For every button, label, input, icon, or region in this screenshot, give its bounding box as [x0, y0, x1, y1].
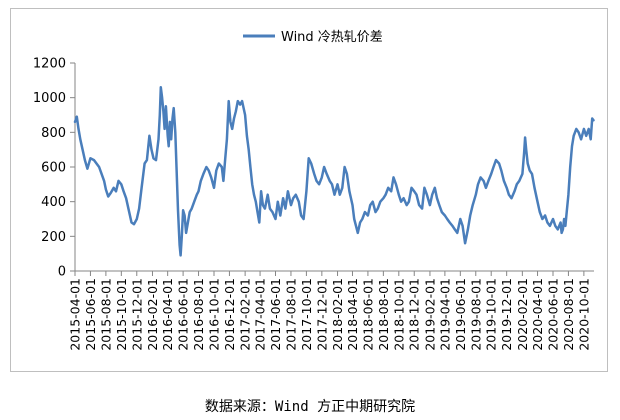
series-layer [73, 86, 595, 257]
source-caption: 数据来源：Wind 方正中期研究院 [204, 399, 416, 415]
x-tick-label: 2015-04-01 [68, 278, 83, 351]
x-tick-label: 2018-02-01 [330, 278, 345, 351]
x-tick-label: 2019-10-01 [484, 278, 499, 351]
x-tick-label: 2016-10-01 [206, 278, 221, 351]
x-tick-label: 2019-06-01 [453, 278, 468, 351]
x-tick-label: 2017-12-01 [314, 278, 329, 351]
x-tick-label: 2016-04-01 [160, 278, 175, 351]
y-axis: 0 200 400 600 800 1000 1200 [33, 57, 76, 280]
y-tick-label: 600 [41, 161, 66, 176]
x-tick-label: 2020-02-01 [515, 278, 530, 351]
x-tick-label: 2018-08-01 [376, 278, 391, 351]
x-tick-label: 2015-10-01 [114, 278, 129, 351]
x-tick-label: 2017-06-01 [268, 278, 283, 351]
y-tick-label: 200 [41, 230, 66, 245]
x-tick-label: 2016-08-01 [191, 278, 206, 351]
x-tick-label: 2015-08-01 [98, 278, 113, 351]
x-tick-label: 2020-08-01 [561, 278, 576, 351]
chart-frame: Wind 冷热轧价差 0 200 400 600 800 1000 1200 2015-04… [10, 8, 608, 372]
legend: Wind 冷热轧价差 [243, 30, 383, 45]
y-tick-label: 800 [41, 126, 66, 141]
x-tick-label: 2019-04-01 [437, 278, 452, 351]
y-tick-label: 1000 [33, 91, 66, 106]
x-tick-label: 2019-02-01 [422, 278, 437, 351]
x-tick-label: 2016-02-01 [145, 278, 160, 351]
legend-label: Wind 冷热轧价差 [281, 30, 383, 45]
x-tick-label: 2020-06-01 [545, 278, 560, 351]
x-tick-label: 2017-10-01 [299, 278, 314, 351]
x-tick-label: 2016-06-01 [176, 278, 191, 351]
x-tick-label: 2017-04-01 [253, 278, 268, 351]
y-tick-label: 400 [41, 195, 66, 210]
x-tick-label: 2018-10-01 [391, 278, 406, 351]
x-tick-label: 2016-12-01 [222, 278, 237, 351]
x-tick-label: 2017-02-01 [238, 278, 253, 351]
x-tick-label: 2015-06-01 [83, 278, 98, 351]
x-tick-label: 2015-12-01 [129, 278, 144, 351]
x-tick-label: 2020-10-01 [576, 278, 591, 351]
y-tick-label: 1200 [33, 57, 66, 72]
x-tick-label: 2020-04-01 [530, 278, 545, 351]
x-tick-label: 2019-08-01 [468, 278, 483, 351]
x-tick-label: 2018-06-01 [360, 278, 375, 351]
x-tick-label: 2017-08-01 [283, 278, 298, 351]
series-line-cold-hot-rolled-spread [73, 86, 595, 257]
y-tick-label: 0 [58, 265, 66, 280]
x-tick-label: 2019-12-01 [499, 278, 514, 351]
x-tick-label: 2018-12-01 [407, 278, 422, 351]
x-axis: 2015-04-01 2015-06-01 2015-08-01 2015-10-01… [68, 270, 594, 351]
x-tick-label: 2018-04-01 [345, 278, 360, 351]
line-chart: Wind 冷热轧价差 0 200 400 600 800 1000 1200 2015-04… [33, 30, 595, 351]
